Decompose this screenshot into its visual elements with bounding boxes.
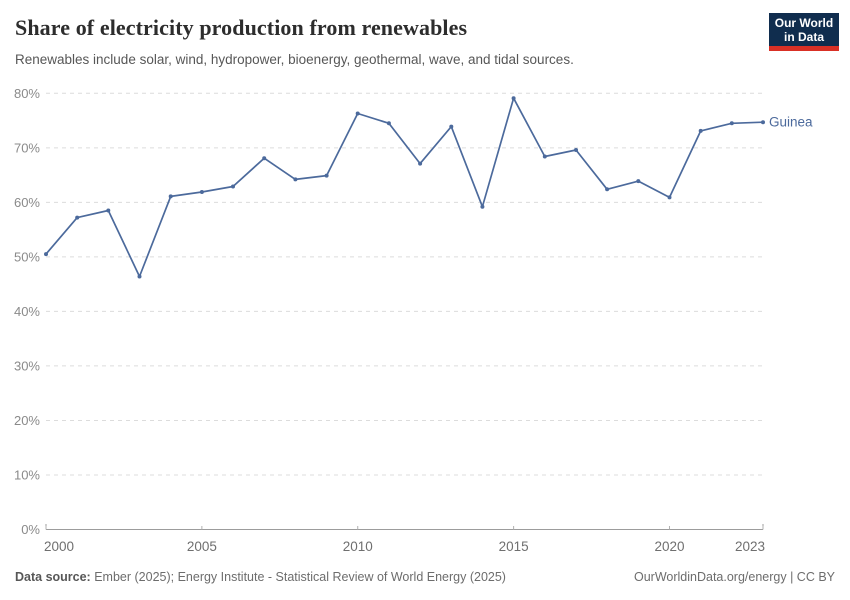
chart-subtitle: Renewables include solar, wind, hydropow…	[15, 52, 574, 67]
data-source-label: Data source:	[15, 570, 91, 584]
data-source-text: Data source: Ember (2025); Energy Instit…	[15, 570, 506, 584]
data-point	[480, 204, 485, 209]
page-title: Share of electricity production from ren…	[15, 15, 468, 40]
y-axis-tick-label: 10%	[14, 467, 40, 482]
series-label-guinea: Guinea	[769, 115, 813, 130]
data-point	[574, 148, 578, 152]
data-point	[355, 111, 360, 116]
y-axis-tick-label: 80%	[14, 86, 40, 101]
data-point	[636, 179, 641, 184]
x-axis-tick-label: 2010	[343, 539, 373, 554]
data-point	[106, 208, 111, 213]
data-point	[698, 128, 703, 133]
y-axis-tick-label: 50%	[14, 249, 40, 264]
data-point	[231, 184, 235, 189]
data-point	[386, 121, 391, 126]
data-point	[418, 161, 423, 166]
line-chart: 0% 10% 20% 30% 40% 50% 60% 70% 80% 2000 2005 2010 20…	[0, 80, 850, 570]
y-axis-tick-label: 20%	[14, 413, 40, 428]
x-axis-tick-label: 2015	[499, 539, 529, 554]
data-point	[542, 154, 547, 159]
data-line	[45, 97, 764, 278]
chart-canvas: 0% 10% 20% 30% 40% 50% 60% 70% 80% 2000 2005 2010 20…	[14, 86, 813, 554]
data-point	[199, 190, 204, 194]
x-axis-tick-label: 2005	[187, 539, 217, 554]
owid-cc-link[interactable]: OurWorldinData.org/energy | CC BY	[633, 570, 835, 584]
data-point	[44, 252, 48, 257]
owid-logo-line1: Our World	[774, 15, 834, 30]
data-point	[137, 274, 142, 279]
y-axis-tick-label: 0%	[21, 522, 40, 537]
chart-footer: Data source: Ember (2025); Energy Instit…	[15, 570, 835, 590]
y-axis-tick-label: 30%	[14, 358, 40, 373]
data-point	[667, 195, 672, 200]
x-axis-tick-label: 2023	[735, 539, 765, 554]
data-point	[75, 215, 80, 220]
data-point	[449, 124, 454, 129]
data-point	[605, 187, 610, 192]
data-point	[729, 121, 734, 126]
y-axis-tick-label: 40%	[14, 304, 40, 319]
y-axis-tick-label: 70%	[14, 140, 40, 155]
data-point	[511, 96, 516, 101]
owid-logo[interactable]: Our World in Data	[769, 13, 839, 51]
data-point	[168, 194, 173, 199]
data-point	[293, 177, 298, 182]
data-source-value: Ember (2025); Energy Institute - Statist…	[90, 570, 506, 584]
data-point	[262, 156, 267, 161]
owid-logo-line2: in Data	[783, 29, 824, 44]
data-point	[324, 173, 329, 178]
y-axis-tick-label: 60%	[14, 195, 40, 210]
data-point	[761, 120, 765, 125]
x-axis-tick-label: 2000	[44, 539, 74, 554]
x-axis-tick-label: 2020	[654, 539, 684, 554]
